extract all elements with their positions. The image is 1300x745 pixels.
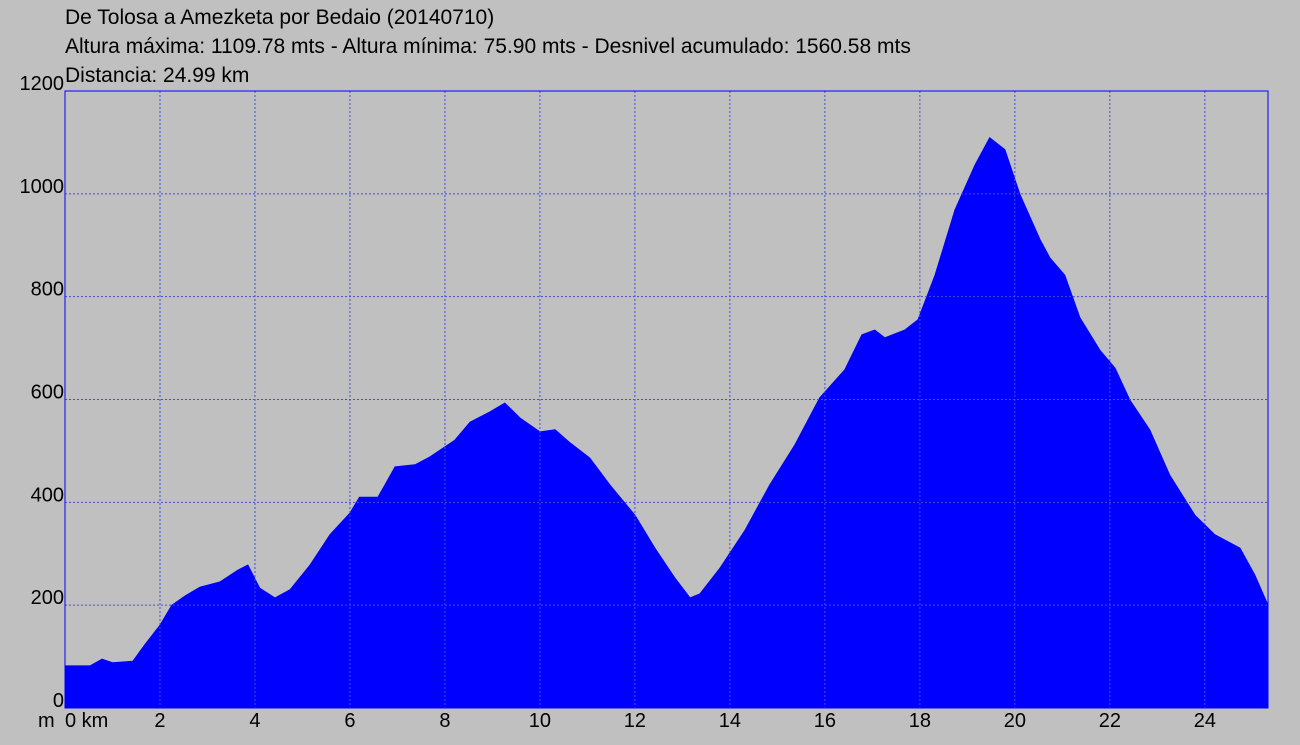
area xyxy=(64,137,1269,709)
x-tick-label: 6 xyxy=(344,710,355,732)
x-tick-label: 18 xyxy=(909,710,931,732)
x-tick-label: 16 xyxy=(814,710,836,732)
y-axis-label: m xyxy=(38,710,55,732)
x-tick-label: 2 xyxy=(154,710,165,732)
y-tick-label: 1000 xyxy=(20,176,65,198)
y-tick-label: 800 xyxy=(31,279,64,301)
x-tick-label: 24 xyxy=(1194,710,1216,732)
y-tick-label: 1200 xyxy=(20,73,65,95)
x-tick-label: 0 km xyxy=(65,710,108,732)
chart-subtitle: Altura máxima: 1109.78 mts - Altura míni… xyxy=(65,35,911,58)
x-tick-label: 4 xyxy=(249,710,260,732)
x-tick-label: 10 xyxy=(529,710,551,732)
x-tick-label: 20 xyxy=(1004,710,1026,732)
y-tick-label: 400 xyxy=(31,484,64,506)
x-tick-label: 12 xyxy=(624,710,646,732)
y-tick-label: 600 xyxy=(31,382,64,404)
chart-title: De Tolosa a Amezketa por Bedaio (2014071… xyxy=(65,6,494,29)
x-tick-label: 22 xyxy=(1099,710,1121,732)
chart-subtitle: Distancia: 24.99 km xyxy=(65,64,249,87)
x-tick-label: 14 xyxy=(719,710,741,732)
y-tick-label: 0 xyxy=(53,690,64,712)
y-tick-label: 200 xyxy=(31,587,64,609)
plot-border xyxy=(64,90,1269,709)
x-tick-label: 8 xyxy=(439,710,450,732)
